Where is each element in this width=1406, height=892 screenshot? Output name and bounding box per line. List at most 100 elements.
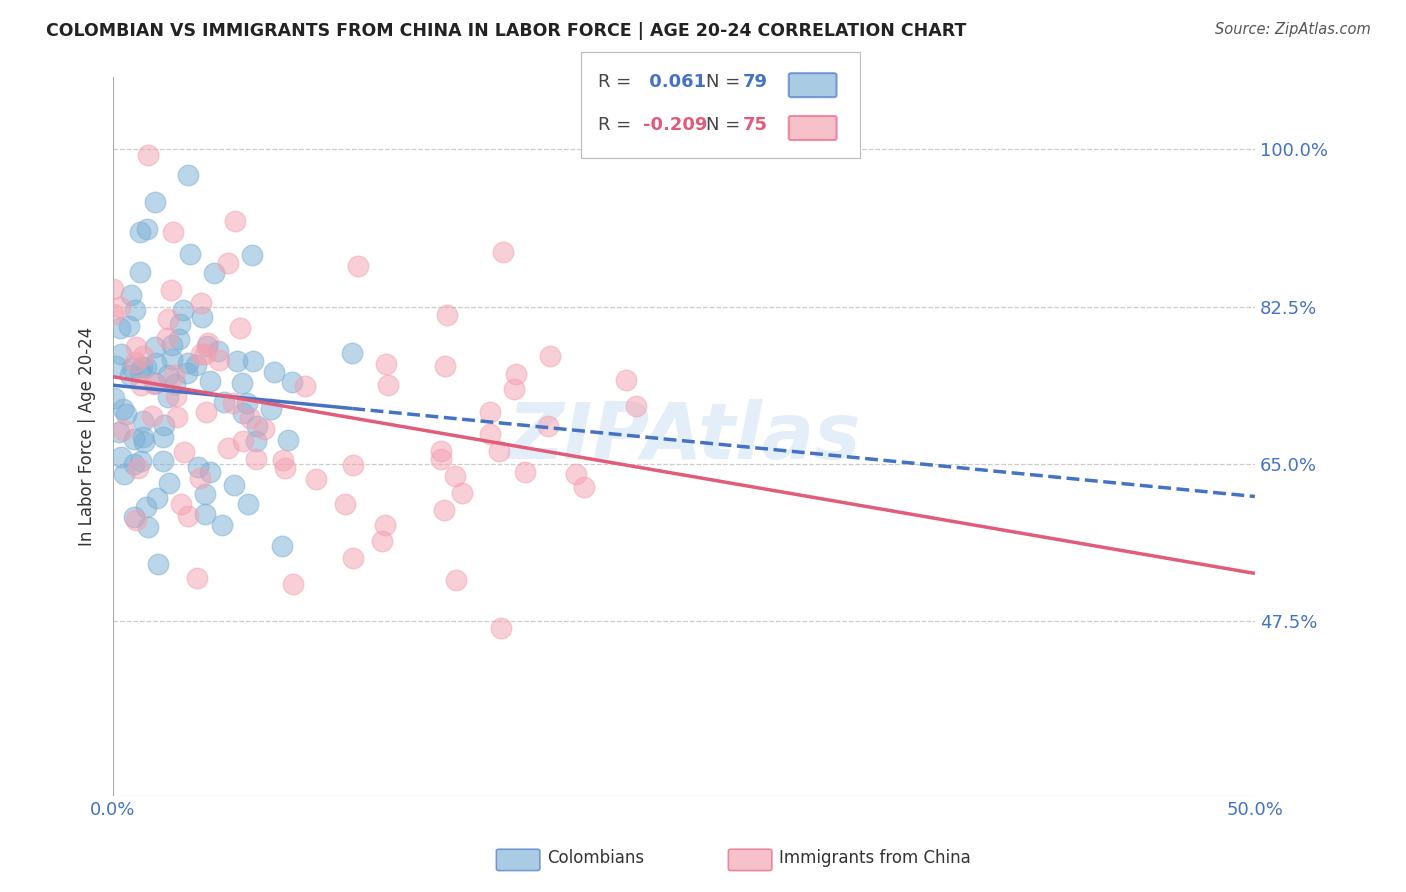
Point	[121, 360, 143, 375]
Point	[177, 508, 200, 523]
Point	[112, 401, 135, 416]
Point	[224, 214, 246, 228]
Point	[177, 356, 200, 370]
Point	[211, 517, 233, 532]
Point	[156, 331, 179, 345]
Point	[152, 430, 174, 444]
Point	[129, 454, 152, 468]
Point	[112, 467, 135, 481]
Point	[624, 400, 647, 414]
Point	[281, 375, 304, 389]
Point	[277, 433, 299, 447]
Point	[103, 391, 125, 405]
Point	[118, 368, 141, 382]
Point	[162, 225, 184, 239]
Text: -0.209: -0.209	[643, 116, 707, 134]
Point	[479, 405, 502, 419]
Point	[236, 396, 259, 410]
Text: Colombians: Colombians	[547, 849, 644, 867]
Point	[537, 419, 560, 434]
Point	[160, 338, 183, 352]
Point	[190, 346, 212, 360]
Point	[259, 402, 281, 417]
Point	[207, 343, 229, 358]
Point	[136, 147, 159, 161]
Point	[430, 443, 453, 458]
Point	[128, 364, 150, 378]
Point	[513, 465, 536, 479]
Point	[176, 366, 198, 380]
Point	[157, 312, 180, 326]
Point	[160, 352, 183, 367]
Point	[101, 283, 124, 297]
Point	[132, 349, 155, 363]
Point	[574, 480, 596, 494]
Point	[159, 283, 181, 297]
Point	[225, 354, 247, 368]
Point	[145, 491, 167, 506]
Point	[614, 373, 637, 387]
Point	[502, 382, 524, 396]
Point	[179, 247, 201, 261]
Point	[489, 621, 512, 635]
Point	[110, 347, 132, 361]
Point	[117, 318, 139, 333]
Point	[217, 256, 239, 270]
Point	[239, 410, 262, 425]
Point	[263, 365, 285, 379]
Point	[374, 517, 396, 532]
Point	[153, 417, 176, 432]
Point	[114, 407, 136, 421]
Point	[169, 318, 191, 332]
Point	[253, 422, 276, 436]
Point	[231, 376, 253, 390]
Point	[136, 520, 159, 534]
Point	[124, 457, 146, 471]
Point	[124, 302, 146, 317]
Text: N =: N =	[706, 116, 740, 134]
Text: R =: R =	[598, 116, 631, 134]
Point	[433, 503, 456, 517]
Point	[305, 472, 328, 486]
Point	[129, 378, 152, 392]
Point	[173, 445, 195, 459]
Point	[538, 349, 561, 363]
Point	[108, 425, 131, 439]
Point	[342, 458, 364, 472]
Point	[148, 557, 170, 571]
Point	[222, 396, 245, 410]
Point	[125, 513, 148, 527]
Text: 79: 79	[742, 73, 768, 91]
Point	[191, 310, 214, 324]
Point	[163, 376, 186, 391]
Point	[156, 390, 179, 404]
Point	[450, 486, 472, 500]
Point	[202, 266, 225, 280]
Point	[198, 375, 221, 389]
Point	[565, 467, 588, 481]
Y-axis label: In Labor Force | Age 20-24: In Labor Force | Age 20-24	[79, 327, 96, 547]
Point	[145, 376, 167, 391]
Point	[478, 426, 501, 441]
Point	[172, 302, 194, 317]
Point	[184, 359, 207, 373]
Point	[163, 368, 186, 382]
Text: COLOMBIAN VS IMMIGRANTS FROM CHINA IN LABOR FORCE | AGE 20-24 CORRELATION CHART: COLOMBIAN VS IMMIGRANTS FROM CHINA IN LA…	[46, 22, 967, 40]
Point	[167, 332, 190, 346]
Point	[492, 244, 515, 259]
Point	[228, 320, 250, 334]
Point	[347, 259, 370, 273]
Point	[125, 340, 148, 354]
Point	[112, 423, 135, 437]
Point	[124, 355, 146, 369]
Point	[103, 307, 125, 321]
Point	[342, 346, 364, 360]
Point	[190, 296, 212, 310]
Point	[271, 539, 294, 553]
Point	[429, 451, 451, 466]
Text: Source: ZipAtlas.com: Source: ZipAtlas.com	[1215, 22, 1371, 37]
Point	[195, 339, 218, 353]
Point	[145, 356, 167, 370]
Point	[129, 265, 152, 279]
Point	[131, 430, 153, 444]
